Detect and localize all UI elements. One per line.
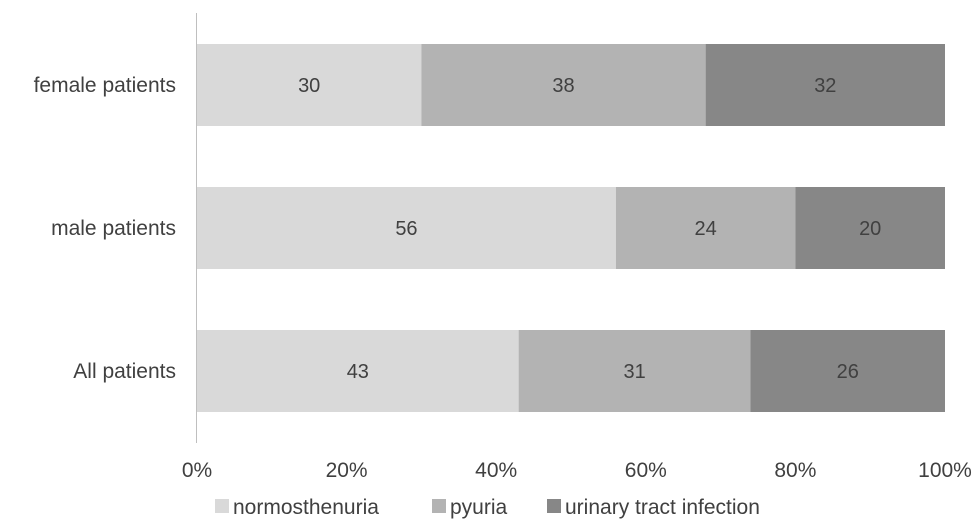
category-label: female patients bbox=[34, 74, 176, 97]
bar-segment-1-0 bbox=[421, 44, 706, 126]
bar-segment-1-2 bbox=[518, 330, 751, 412]
data-label: 32 bbox=[814, 75, 836, 97]
category-label: All patients bbox=[73, 360, 176, 383]
legend-label: urinary tract infection bbox=[565, 496, 760, 519]
bars-layer bbox=[197, 44, 945, 412]
data-label: 38 bbox=[552, 75, 574, 97]
legend-swatch bbox=[432, 499, 446, 513]
legend-label: normosthenuria bbox=[233, 496, 379, 519]
category-label: male patients bbox=[51, 217, 176, 240]
x-tick-labels: 0% 20% 40% 60% 80% 100% bbox=[182, 459, 972, 482]
category-labels: female patients male patients All patients bbox=[34, 74, 176, 383]
data-label: 43 bbox=[347, 361, 369, 383]
legend: normosthenuria pyuria urinary tract infect… bbox=[215, 496, 760, 519]
legend-label: pyuria bbox=[450, 496, 508, 519]
legend-swatch bbox=[547, 499, 561, 513]
x-tick-label: 80% bbox=[774, 459, 816, 482]
data-label: 24 bbox=[695, 218, 717, 240]
x-tick-label: 0% bbox=[182, 459, 212, 482]
bar-segment-0-2 bbox=[197, 330, 519, 412]
data-labels-layer: 30 38 32 56 24 20 43 31 26 bbox=[298, 75, 881, 383]
x-tick-label: 100% bbox=[918, 459, 972, 482]
data-label: 56 bbox=[395, 218, 417, 240]
x-tick-label: 40% bbox=[475, 459, 517, 482]
data-label: 30 bbox=[298, 75, 320, 97]
bar-segment-2-1 bbox=[795, 187, 945, 269]
data-label: 31 bbox=[623, 361, 645, 383]
x-tick-label: 20% bbox=[326, 459, 368, 482]
bar-segment-0-0 bbox=[197, 44, 422, 126]
bar-segment-0-1 bbox=[197, 187, 616, 269]
data-label: 20 bbox=[859, 218, 881, 240]
bar-segment-2-0 bbox=[705, 44, 945, 126]
data-label: 26 bbox=[837, 361, 859, 383]
bar-segment-2-2 bbox=[750, 330, 945, 412]
x-tick-label: 60% bbox=[625, 459, 667, 482]
legend-swatch bbox=[215, 499, 229, 513]
bar-segment-1-1 bbox=[615, 187, 796, 269]
